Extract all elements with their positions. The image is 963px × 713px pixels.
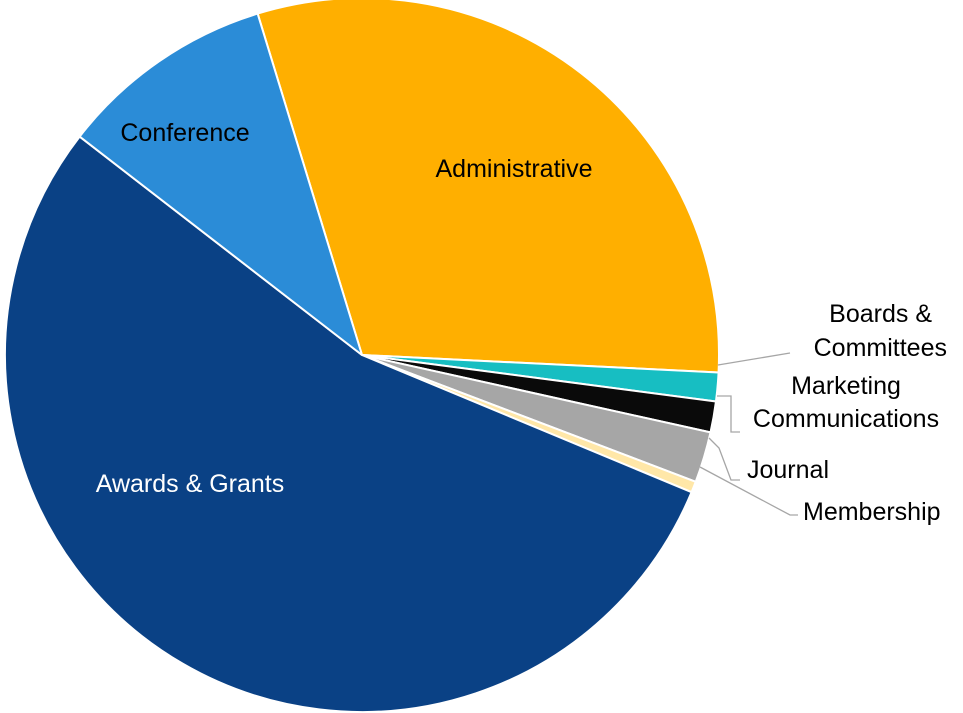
slice-label-journal: Journal bbox=[747, 456, 829, 484]
slice-label-boards-committees-line1: Boards & bbox=[829, 300, 932, 328]
slice-label-membership: Membership bbox=[803, 498, 941, 526]
pie-slice-administrative bbox=[256, 0, 720, 374]
slice-label-boards-committees-line2: Committees bbox=[814, 334, 947, 362]
leader-line-marketing-communications bbox=[717, 395, 740, 433]
slice-label-administrative: Administrative bbox=[436, 155, 593, 183]
slice-labels: Administrative Boards & Committees Marke… bbox=[96, 119, 947, 526]
leader-lines bbox=[699, 352, 798, 516]
slice-label-marketing-communications-line1: Marketing bbox=[791, 372, 901, 400]
leader-line-membership bbox=[699, 466, 798, 516]
leader-line-boards-committees bbox=[717, 352, 791, 366]
pie-slices bbox=[4, 0, 720, 713]
slice-label-marketing-communications-line2: Communications bbox=[753, 405, 939, 433]
pie-slice-conference bbox=[78, 12, 363, 356]
slice-label-conference: Conference bbox=[120, 119, 249, 147]
slice-label-awards-grants: Awards & Grants bbox=[96, 470, 285, 498]
pie-slice-awards-grants bbox=[4, 135, 693, 713]
leader-line-journal bbox=[708, 437, 740, 481]
